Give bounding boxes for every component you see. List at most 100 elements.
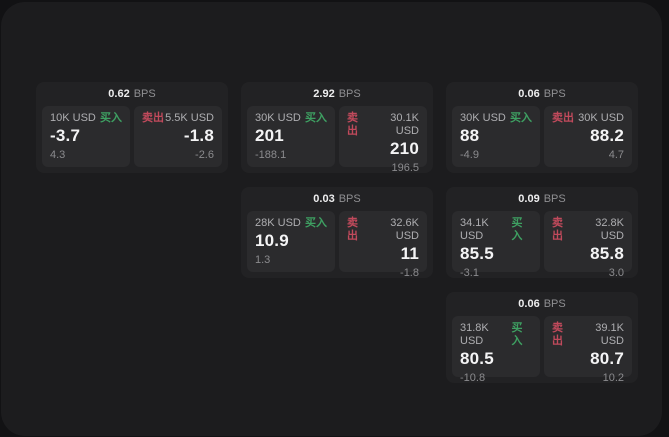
sell-size: 39.1K USD	[595, 322, 624, 347]
buy-side-label: 买入	[510, 112, 532, 124]
bps-unit-label: BPS	[338, 193, 361, 205]
sell-side-label: 卖出	[552, 217, 563, 242]
buy-sub-value: 1.3	[255, 254, 271, 266]
buy-side-label: 买入	[511, 322, 523, 347]
sell-price-tile[interactable]: 卖出 39.1K USD 80.7 10.2	[544, 316, 632, 384]
buy-tile-header: 34.1K USD 买入	[460, 217, 532, 243]
buy-side-label: 买入	[305, 217, 327, 229]
bps-value: 0.03	[313, 193, 335, 205]
buy-tile-header: 28K USD 买入	[255, 217, 327, 230]
price-panels: 34.1K USD 买入 85.5 -3.1 卖出 32.8K USD 85.8…	[452, 211, 632, 279]
bps-header: 0.06 BPS	[452, 292, 632, 316]
buy-size: 28K USD	[255, 217, 301, 229]
sell-price: 80.7	[590, 349, 624, 368]
sell-side-label: 卖出	[552, 322, 563, 347]
buy-price-tile[interactable]: 31.8K USD 买入 80.5 -10.8	[452, 316, 540, 384]
bps-value: 0.62	[108, 88, 130, 100]
buy-price-tile[interactable]: 34.1K USD 买入 85.5 -3.1	[452, 211, 540, 279]
sell-size: 5.5K USD	[165, 112, 214, 124]
buy-size: 30K USD	[460, 112, 506, 124]
buy-size: 30K USD	[255, 112, 301, 124]
price-panels: 30K USD 买入 88 -4.9 卖出 30K USD 88.2 4.7	[452, 106, 632, 167]
buy-sub-value: -188.1	[255, 149, 287, 161]
bps-header: 0.09 BPS	[452, 187, 632, 211]
sell-size: 30K USD	[578, 112, 624, 124]
bps-value: 0.06	[518, 88, 540, 100]
buy-tile-header: 30K USD 买入	[460, 112, 532, 125]
quote-card: 0.62 BPS 10K USD 买入 -3.7 4.3 卖出 5.5K USD…	[36, 82, 228, 173]
buy-price: 80.5	[460, 349, 494, 368]
buy-price: 85.5	[460, 244, 494, 263]
buy-tile-header: 10K USD 买入	[50, 112, 122, 125]
sell-price: 11	[400, 244, 419, 263]
sell-tile-header: 卖出 32.6K USD	[347, 217, 419, 243]
bps-unit-label: BPS	[543, 88, 566, 100]
sell-price-tile[interactable]: 卖出 32.6K USD 11 -1.8	[339, 211, 427, 279]
sell-price-tile[interactable]: 卖出 30.1K USD 210 196.5	[339, 106, 427, 174]
buy-price: 201	[255, 126, 284, 145]
sell-price-tile[interactable]: 卖出 32.8K USD 85.8 3.0	[544, 211, 632, 279]
price-panels: 30K USD 买入 201 -188.1 卖出 30.1K USD 210 1…	[247, 106, 427, 174]
sell-size: 32.8K USD	[595, 217, 624, 242]
sell-size: 32.6K USD	[390, 217, 419, 242]
sell-sub-value: 4.7	[608, 149, 624, 161]
sell-sub-value: 10.2	[602, 372, 624, 384]
sell-tile-header: 卖出 39.1K USD	[552, 322, 624, 348]
sell-tile-header: 卖出 32.8K USD	[552, 217, 624, 243]
bps-header: 2.92 BPS	[247, 82, 427, 106]
sell-side-label: 卖出	[142, 112, 164, 124]
sell-side-label: 卖出	[552, 112, 574, 124]
sell-tile-header: 卖出 30.1K USD	[347, 112, 419, 138]
price-panels: 10K USD 买入 -3.7 4.3 卖出 5.5K USD -1.8 -2.…	[42, 106, 222, 167]
buy-tile-header: 31.8K USD 买入	[460, 322, 532, 348]
quote-card: 2.92 BPS 30K USD 买入 201 -188.1 卖出 30.1K …	[241, 82, 433, 174]
quote-card: 0.06 BPS 30K USD 买入 88 -4.9 卖出 30K USD 8…	[446, 82, 638, 173]
bps-header: 0.06 BPS	[452, 82, 632, 106]
buy-sub-value: -10.8	[460, 372, 486, 384]
sell-tile-header: 卖出 5.5K USD	[142, 112, 214, 125]
bps-value: 0.09	[518, 193, 540, 205]
buy-tile-header: 30K USD 买入	[255, 112, 327, 125]
sell-sub-value: -1.8	[400, 267, 419, 279]
buy-price-tile[interactable]: 30K USD 买入 201 -188.1	[247, 106, 335, 167]
sell-sub-value: 196.5	[391, 162, 419, 174]
sell-side-label: 卖出	[347, 217, 358, 242]
buy-sub-value: -4.9	[460, 149, 479, 161]
buy-size: 34.1K USD	[460, 217, 489, 242]
buy-sub-value: 4.3	[50, 149, 66, 161]
quote-card: 0.06 BPS 31.8K USD 买入 80.5 -10.8 卖出 39.1…	[446, 292, 638, 384]
buy-sub-value: -3.1	[460, 267, 479, 279]
buy-price-tile[interactable]: 30K USD 买入 88 -4.9	[452, 106, 540, 167]
buy-side-label: 买入	[100, 112, 122, 124]
buy-price-tile[interactable]: 10K USD 买入 -3.7 4.3	[42, 106, 130, 167]
bps-unit-label: BPS	[543, 193, 566, 205]
sell-price-tile[interactable]: 卖出 30K USD 88.2 4.7	[544, 106, 632, 167]
bps-header: 0.03 BPS	[247, 187, 427, 211]
sell-price: 88.2	[590, 126, 624, 145]
bps-unit-label: BPS	[133, 88, 156, 100]
price-panels: 28K USD 买入 10.9 1.3 卖出 32.6K USD 11 -1.8	[247, 211, 427, 279]
sell-tile-header: 卖出 30K USD	[552, 112, 624, 125]
bps-unit-label: BPS	[338, 88, 361, 100]
buy-side-label: 买入	[511, 217, 523, 242]
quote-card: 0.03 BPS 28K USD 买入 10.9 1.3 卖出 32.6K US…	[241, 187, 433, 279]
bps-value: 2.92	[313, 88, 335, 100]
sell-sub-value: 3.0	[608, 267, 624, 279]
sell-price-tile[interactable]: 卖出 5.5K USD -1.8 -2.6	[134, 106, 222, 167]
buy-price: 10.9	[255, 231, 289, 250]
sell-sub-value: -2.6	[195, 149, 214, 161]
bps-unit-label: BPS	[543, 298, 566, 310]
quote-card: 0.09 BPS 34.1K USD 买入 85.5 -3.1 卖出 32.8K…	[446, 187, 638, 279]
price-panels: 31.8K USD 买入 80.5 -10.8 卖出 39.1K USD 80.…	[452, 316, 632, 384]
buy-size: 10K USD	[50, 112, 96, 124]
sell-side-label: 卖出	[347, 112, 358, 137]
buy-price: -3.7	[50, 126, 81, 145]
bps-value: 0.06	[518, 298, 540, 310]
sell-price: 85.8	[590, 244, 624, 263]
sell-price: 210	[390, 139, 419, 158]
buy-price: 88	[460, 126, 480, 145]
buy-size: 31.8K USD	[460, 322, 489, 347]
buy-price-tile[interactable]: 28K USD 买入 10.9 1.3	[247, 211, 335, 272]
sell-size: 30.1K USD	[390, 112, 419, 137]
